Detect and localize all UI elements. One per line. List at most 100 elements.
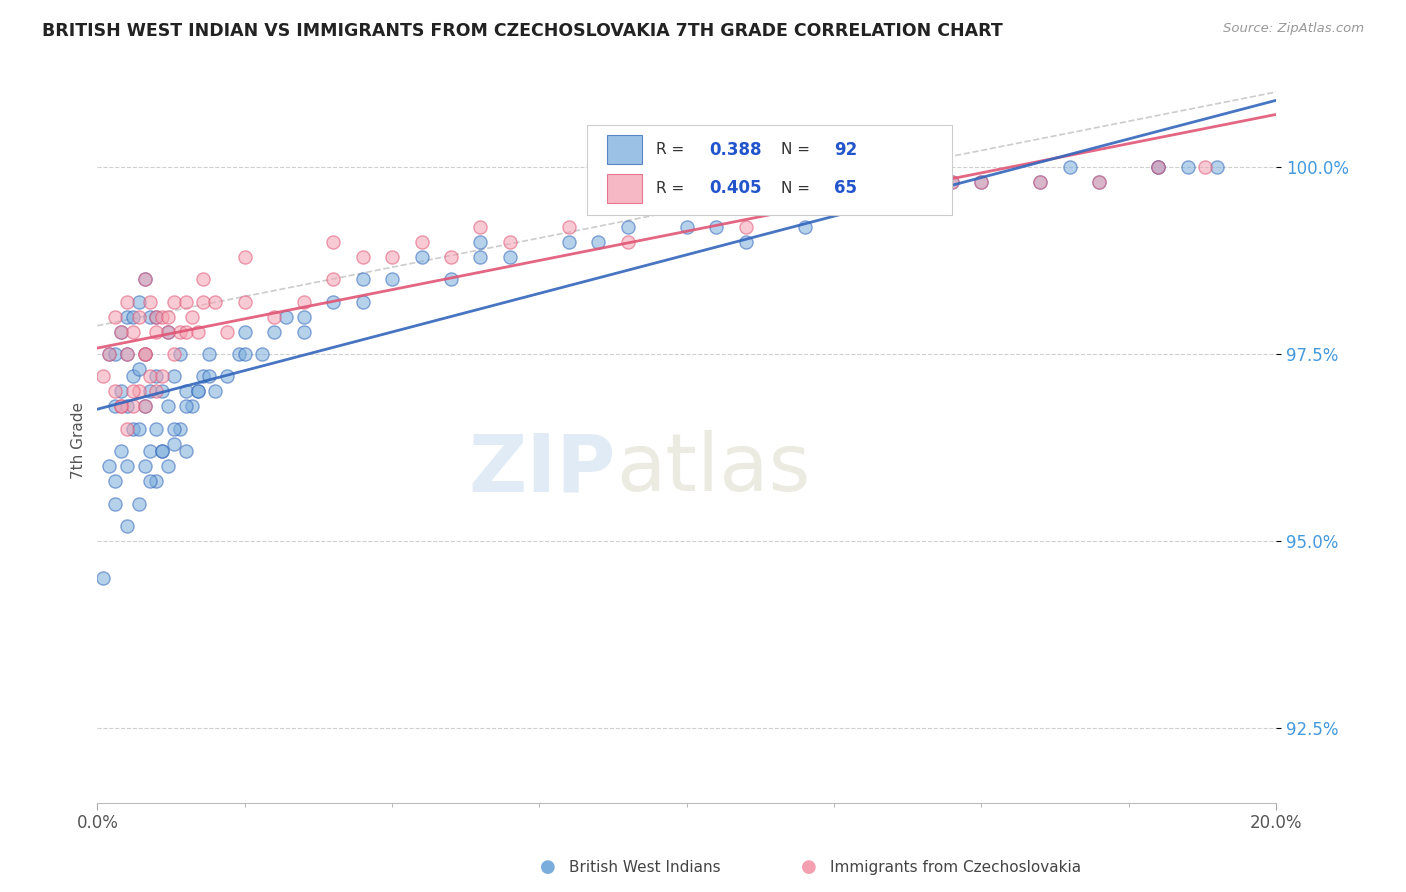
Point xyxy=(145,310,167,324)
Point xyxy=(734,219,756,234)
Point xyxy=(145,474,167,488)
Point xyxy=(104,347,127,361)
Point xyxy=(139,369,162,384)
Point xyxy=(233,325,256,339)
Point xyxy=(150,369,173,384)
Point xyxy=(970,175,993,189)
Point xyxy=(104,400,127,414)
Point xyxy=(145,325,167,339)
Point xyxy=(499,250,522,264)
Point xyxy=(292,294,315,309)
Point xyxy=(187,384,209,399)
Point xyxy=(104,497,127,511)
Point xyxy=(470,219,492,234)
Point xyxy=(139,474,162,488)
Text: 0.388: 0.388 xyxy=(709,141,762,159)
Point xyxy=(1029,175,1052,189)
Point xyxy=(121,310,143,324)
Point xyxy=(617,235,640,249)
Point xyxy=(115,422,138,436)
Point xyxy=(110,444,132,458)
Point xyxy=(98,347,121,361)
Point xyxy=(193,369,215,384)
Text: Immigrants from Czechoslovakia: Immigrants from Czechoslovakia xyxy=(830,860,1081,874)
Point xyxy=(134,272,156,286)
Point xyxy=(1147,160,1170,174)
Point xyxy=(675,197,697,211)
Point xyxy=(675,197,697,211)
Point xyxy=(322,272,344,286)
Text: British West Indians: British West Indians xyxy=(569,860,721,874)
Point xyxy=(352,272,374,286)
Point xyxy=(115,519,138,533)
Point xyxy=(470,235,492,249)
Point xyxy=(128,384,150,399)
Point xyxy=(104,384,127,399)
Point xyxy=(110,325,132,339)
Point xyxy=(139,444,162,458)
Point xyxy=(263,325,285,339)
Text: 92: 92 xyxy=(834,141,858,159)
Point xyxy=(263,310,285,324)
Point xyxy=(150,444,173,458)
Point xyxy=(139,310,162,324)
Point xyxy=(499,235,522,249)
Point xyxy=(274,310,297,324)
Point xyxy=(411,235,433,249)
Point xyxy=(198,347,221,361)
Point xyxy=(1029,175,1052,189)
Point xyxy=(115,347,138,361)
Point xyxy=(823,197,845,211)
Point xyxy=(322,294,344,309)
Point xyxy=(970,175,993,189)
Text: N =: N = xyxy=(780,142,815,157)
Point xyxy=(134,272,156,286)
Point xyxy=(411,250,433,264)
Point xyxy=(911,175,934,189)
Point xyxy=(139,294,162,309)
Point xyxy=(139,384,162,399)
Point xyxy=(233,347,256,361)
Point xyxy=(110,325,132,339)
Bar xyxy=(606,135,643,164)
Point xyxy=(911,197,934,211)
Point xyxy=(204,294,226,309)
Text: ●: ● xyxy=(800,858,817,876)
Point xyxy=(1147,160,1170,174)
Point xyxy=(169,422,191,436)
Point xyxy=(1194,160,1216,174)
Point xyxy=(104,474,127,488)
Text: R =: R = xyxy=(657,180,689,195)
Point xyxy=(180,400,202,414)
Point xyxy=(98,459,121,474)
Point xyxy=(1088,175,1111,189)
Text: atlas: atlas xyxy=(616,430,810,508)
Point xyxy=(115,294,138,309)
Point xyxy=(150,444,173,458)
Point xyxy=(134,400,156,414)
Point xyxy=(233,250,256,264)
Point xyxy=(134,347,156,361)
Bar xyxy=(606,174,643,202)
Point xyxy=(174,325,197,339)
Point xyxy=(157,325,180,339)
Point xyxy=(145,310,167,324)
Point xyxy=(134,400,156,414)
Point xyxy=(121,422,143,436)
Point xyxy=(91,369,114,384)
Point xyxy=(150,310,173,324)
Point xyxy=(292,325,315,339)
Point xyxy=(150,384,173,399)
Text: R =: R = xyxy=(657,142,689,157)
Point xyxy=(215,369,238,384)
Point xyxy=(163,294,186,309)
Point xyxy=(174,400,197,414)
Point xyxy=(193,272,215,286)
Point xyxy=(134,459,156,474)
Point xyxy=(121,369,143,384)
Point xyxy=(157,459,180,474)
Point xyxy=(941,175,963,189)
Point xyxy=(128,497,150,511)
Point xyxy=(145,384,167,399)
Point xyxy=(91,571,114,585)
